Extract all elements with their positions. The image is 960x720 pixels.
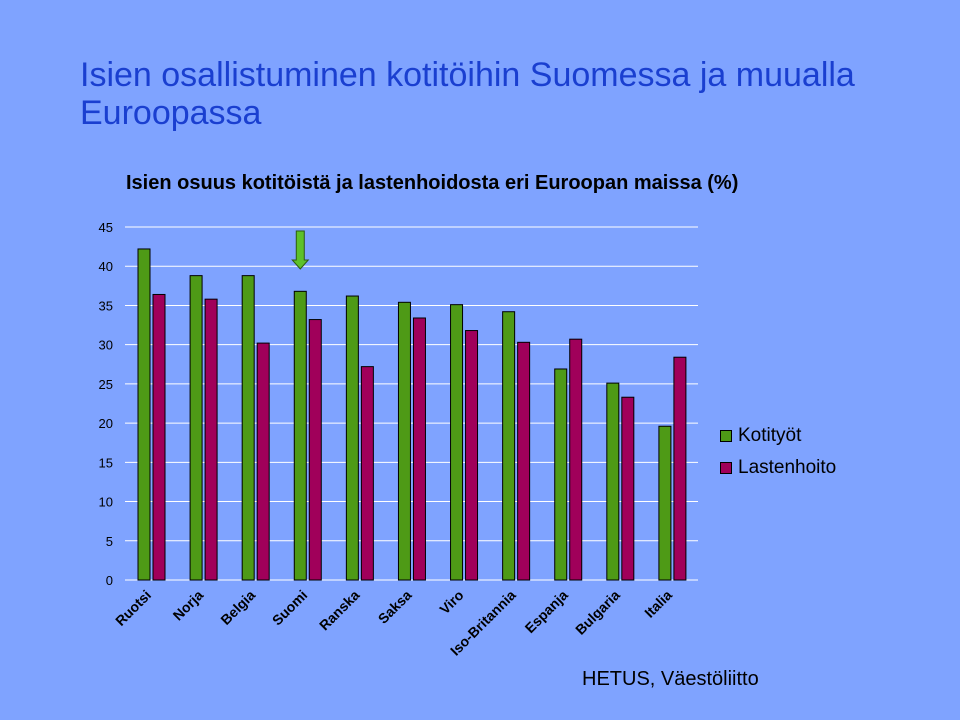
bar-kotityot — [397, 301, 411, 581]
bar-kotityot — [450, 304, 464, 581]
source-credit: HETUS, Väestöliitto — [582, 668, 759, 690]
legend-item-lastenhoito: Lastenhoito — [720, 452, 836, 484]
bar-kotityot — [137, 248, 151, 581]
bar-kotityot — [345, 295, 359, 581]
bar-lastenhoito — [360, 366, 374, 581]
x-tick-label: Suomi — [269, 587, 311, 629]
y-tick-label: 5 — [106, 534, 113, 549]
x-tick-label: Belgia — [217, 587, 258, 628]
x-tick-label: Italia — [641, 587, 675, 621]
x-tick-label: Ranska — [316, 587, 363, 634]
legend-swatch-kotityot — [720, 430, 732, 442]
bar-kotityot — [241, 275, 255, 581]
bar-lastenhoito — [517, 341, 531, 581]
x-tick-label: Espanja — [522, 587, 571, 636]
y-tick-label: 20 — [99, 416, 113, 431]
legend: Kotityöt Lastenhoito — [720, 420, 836, 484]
x-tick-label: Norja — [170, 587, 207, 624]
bar-lastenhoito — [621, 396, 635, 581]
bar-lastenhoito — [204, 298, 218, 581]
y-tick-label: 35 — [99, 298, 113, 313]
bar-kotityot — [658, 425, 672, 581]
bar-lastenhoito — [673, 356, 687, 581]
chart-title: Isien osuus kotitöistä ja lastenhoidosta… — [126, 172, 739, 194]
y-tick-label: 40 — [99, 259, 113, 274]
bar-kotityot — [189, 275, 203, 581]
legend-label-kotityot: Kotityöt — [738, 425, 802, 446]
legend-item-kotityot: Kotityöt — [720, 420, 836, 452]
bar-lastenhoito — [152, 293, 166, 581]
y-tick-label: 10 — [99, 495, 113, 510]
bar-lastenhoito — [308, 319, 322, 581]
y-tick-label: 15 — [99, 455, 113, 470]
x-tick-label: Viro — [436, 587, 466, 617]
bar-lastenhoito — [569, 338, 583, 581]
legend-swatch-lastenhoito — [720, 462, 732, 474]
y-tick-label: 25 — [99, 377, 113, 392]
slide-title: Isien osallistuminen kotitöihin Suomessa… — [80, 56, 855, 132]
y-tick-label: 45 — [99, 220, 113, 235]
highlight-arrow-icon — [291, 230, 310, 270]
y-tick-label: 0 — [106, 573, 113, 588]
x-tick-label: Bulgaria — [572, 587, 623, 638]
bar-kotityot — [606, 382, 620, 581]
legend-label-lastenhoito: Lastenhoito — [738, 457, 837, 478]
bar-lastenhoito — [412, 317, 426, 581]
bar-kotityot — [293, 290, 307, 581]
x-tick-label: Saksa — [375, 587, 415, 627]
bar-lastenhoito — [256, 342, 270, 581]
bar-lastenhoito — [465, 330, 479, 581]
x-tick-label: Ruotsi — [112, 587, 154, 629]
y-tick-label: 30 — [99, 338, 113, 353]
bar-kotityot — [554, 368, 568, 581]
bar-kotityot — [502, 311, 516, 581]
